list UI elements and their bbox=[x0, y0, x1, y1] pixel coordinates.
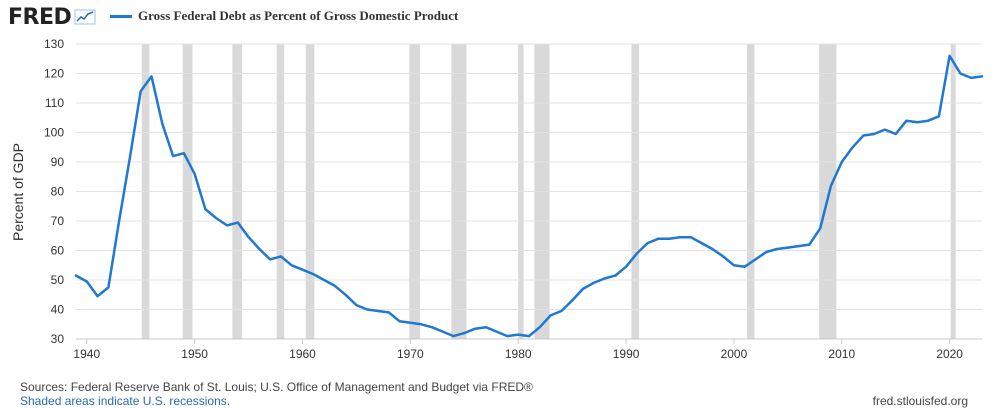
y-tick-label: 50 bbox=[51, 273, 65, 287]
chart-legend: Gross Federal Debt as Percent of Gross D… bbox=[110, 8, 458, 24]
x-tick-label: 1980 bbox=[505, 347, 532, 361]
footer-note: Shaded areas indicate U.S. recessions. bbox=[20, 394, 231, 408]
x-tick-label: 1970 bbox=[397, 347, 424, 361]
series-layer bbox=[74, 54, 984, 338]
footer-site-link[interactable]: fred.stlouisfed.org bbox=[872, 394, 968, 408]
trend-line-icon bbox=[74, 9, 96, 25]
grid-lines bbox=[76, 43, 982, 340]
x-tick-label: 1960 bbox=[289, 347, 316, 361]
fred-logo-text: FRED bbox=[8, 4, 72, 30]
x-tick-label: 1990 bbox=[613, 347, 640, 361]
legend-label: Gross Federal Debt as Percent of Gross D… bbox=[138, 8, 459, 23]
y-tick-label: 70 bbox=[51, 214, 65, 228]
y-axis-label: Percent of GDP bbox=[10, 143, 26, 241]
x-tick-label: 2010 bbox=[828, 347, 855, 361]
y-tick-label: 80 bbox=[51, 185, 65, 199]
series-line bbox=[74, 54, 984, 338]
x-tick-label: 2020 bbox=[936, 347, 963, 361]
y-tick-label: 40 bbox=[51, 303, 65, 317]
legend-swatch bbox=[110, 14, 132, 18]
y-axis-ticks: 30 40 50 60 70 80 90 100 110 120 130 bbox=[44, 37, 64, 346]
y-tick-label: 120 bbox=[44, 67, 64, 81]
fred-logo[interactable]: FRED bbox=[8, 4, 96, 30]
x-tick-label: 1950 bbox=[181, 347, 208, 361]
y-tick-label: 30 bbox=[51, 332, 65, 346]
footer-source: Sources: Federal Reserve Bank of St. Lou… bbox=[20, 380, 533, 394]
y-tick-label: 130 bbox=[44, 37, 64, 51]
y-tick-label: 100 bbox=[44, 126, 64, 140]
x-tick-label: 1940 bbox=[73, 347, 100, 361]
y-tick-label: 60 bbox=[51, 244, 65, 258]
y-tick-label: 110 bbox=[45, 96, 64, 110]
x-axis-ticks: 1940 1950 1960 1970 1980 1990 2000 2010 2020 bbox=[73, 339, 963, 361]
x-tick-label: 2000 bbox=[721, 347, 748, 361]
y-tick-label: 90 bbox=[51, 155, 65, 169]
